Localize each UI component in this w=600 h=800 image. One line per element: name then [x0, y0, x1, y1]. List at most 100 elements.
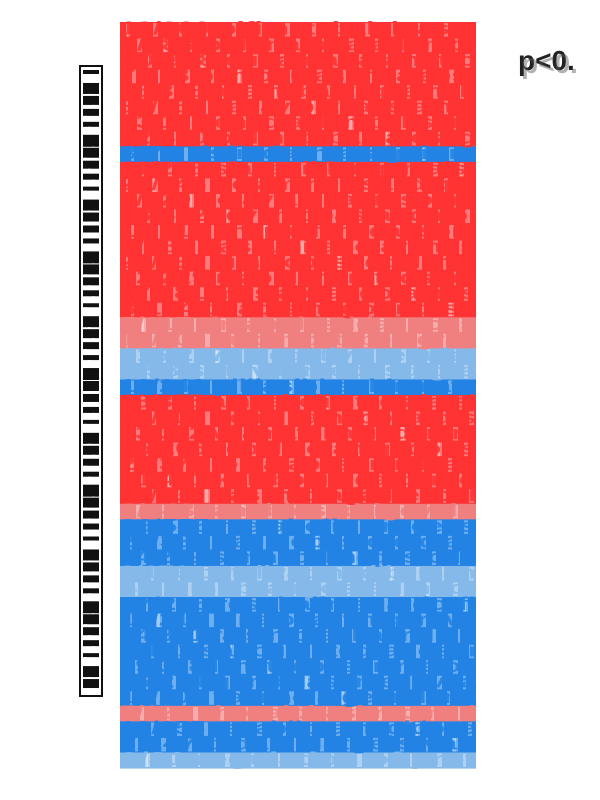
cell-speckle [411, 364, 414, 379]
cell-speckle [311, 411, 314, 426]
cell-speckle [231, 411, 234, 426]
cell-speckle [439, 54, 442, 68]
cell-speckle [337, 411, 342, 426]
row-label: 4/96 mebraligostadinvol [120, 578, 476, 598]
cell-speckle [348, 271, 352, 286]
heatmap-cell [120, 53, 476, 70]
cell-speckle [348, 116, 352, 130]
cell-speckle [374, 349, 376, 363]
cell-speckle [242, 193, 244, 208]
row-label: 9/176 potalivagmodibersan [120, 563, 476, 583]
cell-speckle [453, 660, 458, 674]
cell-speckle [444, 178, 448, 192]
row-label: 7/147 bidamolatgersivan [120, 734, 476, 754]
cell-speckle [205, 411, 210, 426]
cell-speckle [264, 225, 268, 239]
heatmap-cell [120, 426, 476, 443]
cell-speckle [300, 318, 304, 332]
row-label: 9/188 daslamitabolarimgs [120, 236, 476, 256]
cell-speckle [168, 240, 172, 255]
cell-speckle [395, 535, 398, 550]
cell-speckle [269, 116, 274, 130]
cell-speckle [310, 489, 312, 503]
cell-speckle [173, 442, 178, 457]
cell-speckle [363, 644, 366, 659]
cell-speckle [257, 722, 262, 736]
legend-tick-gap [84, 115, 87, 120]
cell-speckle [437, 598, 442, 612]
cell-speckle [368, 535, 372, 550]
cell-speckle [210, 380, 212, 394]
heatmap-cell [120, 690, 476, 707]
cell-speckle [257, 566, 262, 581]
cell-speckle [380, 162, 384, 177]
cell-speckle [401, 349, 406, 363]
cell-speckle [290, 147, 292, 161]
cell-speckle [152, 256, 156, 270]
cell-speckle [437, 675, 442, 690]
legend-tick-gap [92, 296, 95, 301]
cell-speckle [464, 442, 468, 457]
cell-speckle [453, 427, 458, 441]
cell-speckle [210, 302, 212, 317]
cell-speckle [221, 396, 226, 410]
cell-speckle [142, 162, 144, 177]
cell-speckle [347, 660, 350, 674]
cell-speckle [460, 162, 464, 177]
cell-speckle [193, 629, 198, 643]
cell-speckle [411, 520, 414, 534]
legend-tick [83, 458, 99, 466]
legend-tick-gap [84, 307, 87, 312]
cell-speckle [141, 473, 146, 488]
heatmap-cell [120, 286, 476, 303]
cell-speckle [146, 675, 148, 690]
cell-speckle [338, 23, 340, 37]
cell-speckle [385, 131, 390, 146]
heatmap-cell [120, 410, 476, 427]
cell-speckle [353, 396, 358, 410]
cell-speckle [258, 333, 260, 348]
cell-speckle [316, 302, 320, 317]
heatmap-cell [120, 99, 476, 116]
cell-speckle [215, 504, 218, 519]
cell-speckle [152, 411, 156, 426]
cell-speckle [215, 427, 218, 441]
cell-speckle [296, 116, 300, 130]
row-label: 6/143 tamiblosadrigevaln [120, 501, 476, 521]
cell-speckle [230, 644, 232, 659]
cell-speckle [417, 100, 422, 115]
cell-speckle [458, 706, 460, 721]
cell-speckle [423, 69, 426, 84]
cell-speckle [369, 458, 374, 472]
cell-speckle [269, 193, 274, 208]
cell-speckle [279, 442, 282, 457]
cell-speckle [200, 209, 204, 224]
cell-speckle [127, 23, 130, 37]
cell-speckle [342, 535, 344, 550]
cell-speckle [290, 225, 292, 239]
cell-speckle [337, 566, 342, 581]
cell-speckle [428, 38, 432, 53]
cell-speckle [449, 302, 454, 317]
cell-speckle [422, 380, 424, 394]
cell-speckle [338, 100, 340, 115]
cell-speckle [204, 566, 208, 581]
cell-speckle [459, 473, 462, 488]
cell-speckle [422, 225, 424, 239]
cell-speckle [327, 85, 330, 99]
cell-speckle [373, 660, 378, 674]
cell-speckle [290, 69, 292, 84]
cell-speckle [469, 489, 474, 503]
cell-speckle [416, 489, 420, 503]
cell-speckle [380, 240, 384, 255]
cell-speckle [274, 318, 276, 332]
cell-speckle [454, 116, 456, 130]
heatmap-cell [120, 115, 476, 132]
cell-speckle [338, 256, 340, 270]
cell-speckle [464, 520, 468, 534]
cell-speckle [178, 489, 180, 503]
cell-speckle [427, 349, 430, 363]
cell-speckle [131, 225, 134, 239]
cell-speckle [153, 100, 158, 115]
legend-tick [83, 355, 99, 361]
